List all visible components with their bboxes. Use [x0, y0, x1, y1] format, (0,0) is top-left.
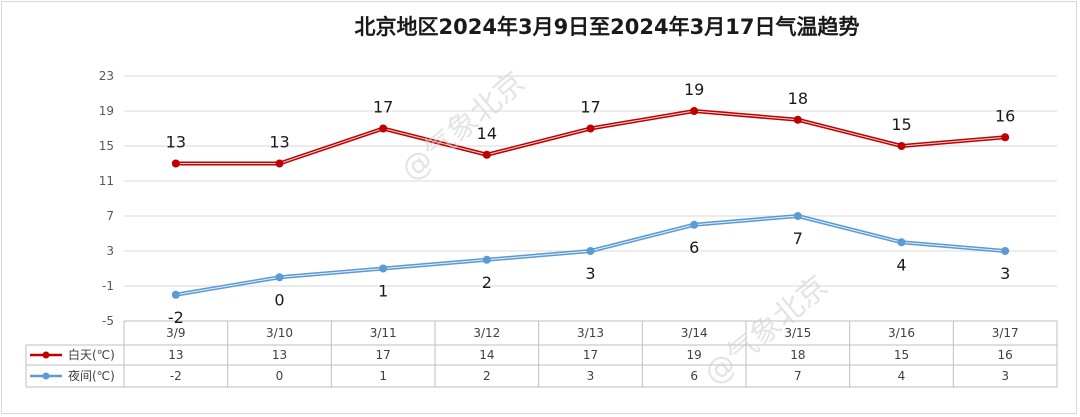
data-point: [793, 115, 802, 124]
table-cell: -2: [170, 369, 182, 383]
watermark-text: @气象北京: [395, 65, 532, 188]
y-tick-label: 19: [99, 104, 114, 118]
y-axis-ticks: -5 -1 3 7 11 15 19 23: [99, 69, 114, 328]
legend-label: 白天(℃): [68, 347, 115, 362]
data-point: [379, 264, 388, 273]
data-point: [1001, 133, 1010, 142]
legend-label: 夜间(℃): [68, 368, 115, 383]
data-labels: 13 13 17 14 17 19 18 15 16 -2 0 1 2 3 6 7 4 3: [166, 80, 1016, 327]
category-label: 3/15: [784, 326, 811, 340]
table-cell: 7: [794, 369, 802, 383]
chart-title: 北京地区2024年3月9日至2024年3月17日气温趋势: [355, 15, 860, 39]
data-point: [586, 124, 595, 133]
y-tick-label: 23: [99, 69, 114, 83]
table-cell: 6: [690, 369, 698, 383]
category-label: 3/11: [370, 326, 397, 340]
data-point: [482, 150, 491, 159]
category-label: 3/13: [577, 326, 604, 340]
data-point: [690, 220, 699, 229]
data-label: 7: [793, 229, 803, 248]
data-point: [586, 247, 595, 255]
data-table: 3/9 3/10 3/11 3/12 3/13 3/14 3/15 3/16 3/17 白天(℃)…: [25, 320, 1058, 388]
data-label: 14: [477, 124, 497, 143]
data-point: [897, 142, 906, 150]
table-cell: 3: [1001, 369, 1009, 383]
data-label: 6: [689, 238, 699, 257]
data-label: 4: [896, 255, 906, 274]
watermark: @气象北京 @气象北京: [395, 65, 835, 392]
data-label: 17: [580, 98, 600, 117]
data-point: [1001, 247, 1010, 255]
table-cell: 18: [790, 348, 805, 362]
data-point: [897, 238, 906, 247]
table-cell: 2: [483, 369, 491, 383]
data-label: 13: [166, 133, 186, 152]
category-label: 3/17: [992, 326, 1019, 340]
data-label: 2: [482, 273, 492, 292]
table-cell: 16: [998, 348, 1013, 362]
data-label: 17: [373, 98, 393, 117]
data-point: [379, 124, 388, 133]
y-tick-label: 15: [99, 139, 114, 153]
table-cell: 19: [687, 348, 702, 362]
data-label: 0: [274, 290, 284, 309]
data-point: [275, 273, 284, 282]
data-point: [690, 107, 699, 115]
data-label: 3: [1000, 264, 1010, 283]
table-cell: 13: [272, 348, 287, 362]
data-point: [171, 290, 180, 299]
category-label: 3/10: [266, 326, 293, 340]
legend-marker: [42, 351, 50, 359]
category-label: 3/12: [473, 326, 500, 340]
data-label: 18: [788, 89, 808, 108]
data-label: 19: [684, 80, 704, 99]
data-label: 16: [995, 106, 1015, 125]
series-line: [175, 109, 1006, 166]
data-point: [171, 159, 180, 168]
data-label: 1: [378, 282, 388, 301]
y-tick-label: -1: [102, 279, 114, 293]
table-cell: 15: [894, 348, 909, 362]
y-tick-label: 3: [106, 244, 114, 258]
data-point: [482, 255, 491, 264]
data-label: 3: [585, 264, 595, 283]
category-label: 3/9: [166, 326, 185, 340]
table-cell: 17: [376, 348, 391, 362]
table-cell: 4: [898, 369, 906, 383]
data-label: 13: [269, 133, 289, 152]
y-tick-label: 11: [99, 174, 114, 188]
y-tick-label: 7: [106, 209, 114, 223]
series-lines: [171, 107, 1010, 299]
data-label: 15: [891, 115, 911, 134]
data-label: -2: [168, 308, 184, 327]
category-label: 3/14: [681, 326, 708, 340]
legend-marker: [42, 372, 50, 380]
table-cell: 13: [168, 348, 183, 362]
table-cell: 14: [479, 348, 494, 362]
category-label: 3/16: [888, 326, 915, 340]
table-cell: 0: [276, 369, 284, 383]
table-cell: 3: [587, 369, 595, 383]
table-cell: 17: [583, 348, 598, 362]
y-tick-label: -5: [102, 314, 114, 328]
data-point: [275, 159, 284, 168]
table-cell: 1: [379, 369, 387, 383]
watermark-text: @气象北京: [698, 269, 835, 392]
data-point: [793, 212, 802, 220]
